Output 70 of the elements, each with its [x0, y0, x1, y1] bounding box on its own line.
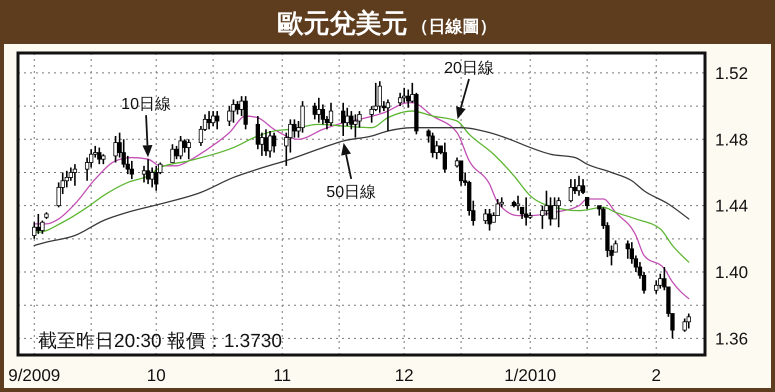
candlestick	[300, 100, 305, 134]
candlestick	[580, 178, 586, 195]
candlestick	[686, 312, 691, 330]
y-tick-label: 1.48	[715, 130, 748, 150]
candlestick	[398, 92, 402, 107]
candlestick	[682, 318, 687, 333]
candlestick	[97, 146, 102, 165]
candlestick	[524, 196, 528, 226]
annotation: 50日線	[326, 184, 376, 201]
candlestick	[516, 194, 520, 212]
candlestick	[312, 102, 317, 120]
candlestick	[442, 142, 447, 174]
candlestick	[142, 165, 146, 184]
x-tick-label: 12	[394, 366, 414, 385]
candlestick	[386, 98, 390, 132]
candlestick	[341, 102, 346, 137]
candlestick	[576, 174, 582, 197]
candlestick	[130, 160, 134, 180]
candlestick	[345, 106, 350, 127]
candlestick	[206, 110, 212, 130]
candlestick	[483, 208, 488, 225]
candlestick	[272, 132, 276, 154]
candlestick	[658, 272, 662, 290]
candlestick	[568, 178, 573, 204]
line-series	[34, 110, 690, 263]
candlestick	[186, 138, 191, 160]
annotation: 截至昨日20:30 報價：1.3730	[38, 331, 282, 352]
candlestick	[402, 87, 406, 104]
x-tick-label: 11	[273, 366, 292, 385]
candlestick	[101, 153, 106, 165]
chart-title: 歐元兌美元	[278, 8, 408, 38]
candlestick	[406, 88, 410, 109]
annotation: 10日線	[121, 96, 171, 114]
y-tick-label: 1.40	[715, 263, 748, 282]
candlestick	[146, 158, 150, 185]
candlestick	[292, 118, 297, 138]
x-tick-label: 9/2009	[8, 366, 60, 385]
candlestick	[113, 135, 118, 164]
candlestick	[584, 196, 590, 210]
candlestick	[243, 95, 248, 130]
line-series	[34, 127, 690, 246]
y-tick-label: 1.52	[715, 64, 748, 83]
annotation: 20日線	[444, 60, 494, 78]
chart-subtitle: （日線圖）	[412, 17, 496, 36]
candlestick	[210, 110, 216, 127]
candlestick	[458, 160, 464, 187]
y-tick-label: 1.44	[715, 196, 748, 216]
candlestick	[328, 102, 334, 127]
y-tick-label: 1.36	[715, 329, 748, 348]
candlestick	[72, 163, 78, 187]
x-tick-label: 1/2010	[504, 366, 556, 385]
candlestick	[430, 132, 435, 158]
candlestick	[36, 213, 40, 235]
candlestick	[353, 114, 358, 138]
candlestick	[178, 135, 183, 160]
x-tick-label: 2	[651, 366, 661, 385]
candlestick	[378, 80, 382, 114]
candlestick	[170, 143, 175, 164]
candlestick	[231, 98, 236, 124]
candlestick	[626, 240, 630, 260]
candlestick	[268, 130, 272, 158]
candlestick	[150, 166, 154, 188]
candlestick	[235, 100, 240, 116]
candlestick	[264, 128, 268, 157]
candlestick	[316, 97, 321, 124]
candlestick	[556, 196, 561, 228]
candlestick	[215, 110, 220, 130]
candlestick	[154, 165, 158, 192]
x-tick-label: 10	[146, 366, 166, 385]
candlestick	[487, 208, 492, 232]
